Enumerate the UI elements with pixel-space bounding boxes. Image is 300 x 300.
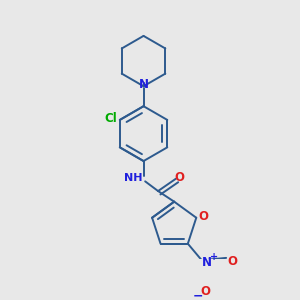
Text: Cl: Cl	[104, 112, 117, 125]
Text: NH: NH	[124, 173, 142, 183]
Text: O: O	[200, 285, 210, 298]
Text: N: N	[139, 78, 148, 91]
Text: O: O	[227, 255, 237, 268]
Text: O: O	[198, 210, 208, 223]
Text: N: N	[202, 256, 212, 268]
Text: O: O	[175, 171, 185, 184]
Text: −: −	[193, 290, 203, 300]
Text: +: +	[210, 252, 218, 262]
